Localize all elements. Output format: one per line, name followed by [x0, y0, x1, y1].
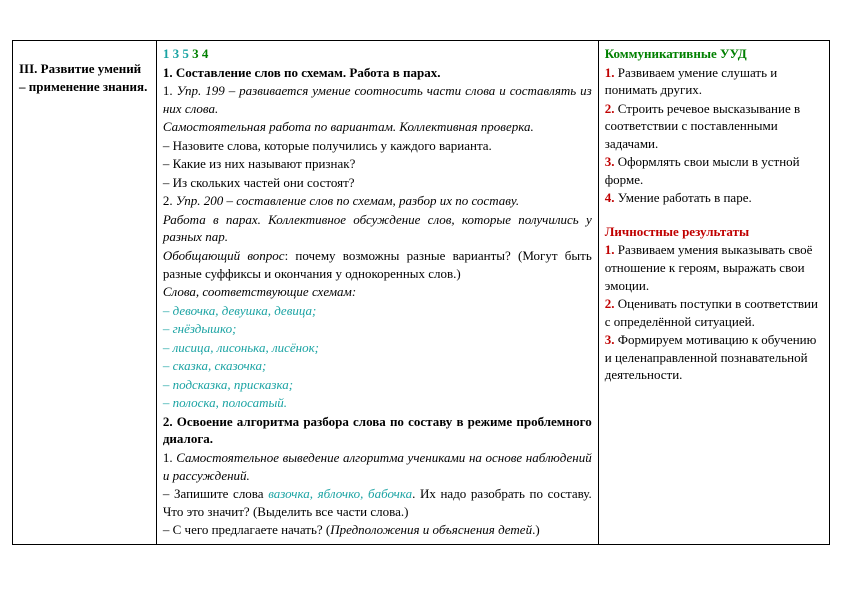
text-italic: Упр. 199 – развивается умение соотносить… — [163, 83, 592, 116]
text-italic: Обобщающий вопрос — [163, 248, 285, 263]
uud-comm-3: 3. Оформлять свои мысли в устной форме. — [605, 153, 823, 188]
para-q2: – Какие из них называют признак? — [163, 155, 592, 173]
code-green: 3 4 — [192, 46, 208, 61]
text: 1. — [163, 83, 177, 98]
para-write-words: – Запишите слова вазочка, яблочко, бабоч… — [163, 485, 592, 520]
text: Умение работать в паре. — [615, 190, 752, 205]
para-q1: – Назовите слова, которые получились у к… — [163, 137, 592, 155]
uud-personal-heading: Личностные результаты — [605, 223, 823, 241]
num: 3. — [605, 154, 615, 169]
text: Развиваем умения выказывать своё отношен… — [605, 242, 813, 292]
text-italic: Самостоятельное выведение алгоритма учен… — [163, 450, 592, 483]
text-words: вазочка, яблочко, бабочка — [268, 486, 412, 501]
num: 4. — [605, 190, 615, 205]
stage-heading: III. Развитие умений – применение знания… — [19, 60, 150, 95]
text: Формируем мотивацию к обучению и целенап… — [605, 332, 817, 382]
text: Оценивать поступки в соответствии с опре… — [605, 296, 818, 329]
text-italic: Упр. 200 – составление слов по схемам, р… — [176, 193, 519, 208]
uud-comm-1: 1. Развиваем умение слушать и понимать д… — [605, 64, 823, 99]
word-list-4: – сказка, сказочка; — [163, 357, 592, 375]
uud-comm-4: 4. Умение работать в паре. — [605, 189, 823, 207]
text: – Запишите слова — [163, 486, 268, 501]
word-list-5: – подсказка, присказка; — [163, 376, 592, 394]
word-list-6: – полоска, полосатый. — [163, 394, 592, 412]
text-italic: Предположения и объяснения детей — [330, 522, 532, 537]
para-algo-1: 1. Самостоятельное выведение алгоритма у… — [163, 449, 592, 484]
uud-comm-2: 2. Строить речевое высказывание в соотве… — [605, 100, 823, 153]
num: 1. — [605, 242, 615, 257]
num: 2. — [605, 296, 615, 311]
para-ex200: 2. Упр. 200 – составление слов по схемам… — [163, 192, 592, 210]
lesson-plan-table: III. Развитие умений – применение знания… — [12, 40, 830, 545]
word-list-2: – гнёздышко; — [163, 320, 592, 338]
para-q3: – Из скольких частей они состоят? — [163, 174, 592, 192]
num: 2. — [605, 101, 615, 116]
text: 1. — [163, 450, 176, 465]
num: 3. — [605, 332, 615, 347]
text: – С чего предлагаете начать? ( — [163, 522, 330, 537]
para-general-q: Обобщающий вопрос: почему возможны разны… — [163, 247, 592, 282]
para-selfwork: Самостоятельная работа по вариантам. Кол… — [163, 118, 592, 136]
para-words-intro: Слова, соответствующие схемам: — [163, 283, 592, 301]
para-pairs: Работа в парах. Коллективное обсуждение … — [163, 211, 592, 246]
para-start-q: – С чего предлагаете начать? (Предположе… — [163, 521, 592, 539]
uud-cell: Коммуникативные УУД 1. Развиваем умение … — [598, 41, 829, 545]
word-list-3: – лисица, лисонька, лисёнок; — [163, 339, 592, 357]
text: Оформлять свои мысли в устной форме. — [605, 154, 800, 187]
num: 1. — [605, 65, 615, 80]
uud-personal-1: 1. Развиваем умения выказывать своё отно… — [605, 241, 823, 294]
word-list-1: – девочка, девушка, девица; — [163, 302, 592, 320]
uud-personal-2: 2. Оценивать поступки в соответствии с о… — [605, 295, 823, 330]
uud-personal-3: 3. Формируем мотивацию к обучению и целе… — [605, 331, 823, 384]
document-page: III. Развитие умений – применение знания… — [0, 0, 842, 595]
content-cell: 1 3 5 3 4 1. Составление слов по схемам.… — [156, 41, 598, 545]
section-2-heading: 2. Освоение алгоритма разбора слова по с… — [163, 413, 592, 448]
text: Строить речевое высказывание в соответст… — [605, 101, 800, 151]
text: .) — [532, 522, 540, 537]
uud-comm-heading: Коммуникативные УУД — [605, 45, 823, 63]
code-line: 1 3 5 3 4 — [163, 45, 592, 63]
text: 2. — [163, 193, 176, 208]
para-ex199: 1. Упр. 199 – развивается умение соотнос… — [163, 82, 592, 117]
table-row: III. Развитие умений – применение знания… — [13, 41, 830, 545]
section-1-heading: 1. Составление слов по схемам. Работа в … — [163, 64, 592, 82]
code-teal: 1 3 5 — [163, 46, 192, 61]
text: Развиваем умение слушать и понимать друг… — [605, 65, 778, 98]
stage-cell: III. Развитие умений – применение знания… — [13, 41, 157, 545]
